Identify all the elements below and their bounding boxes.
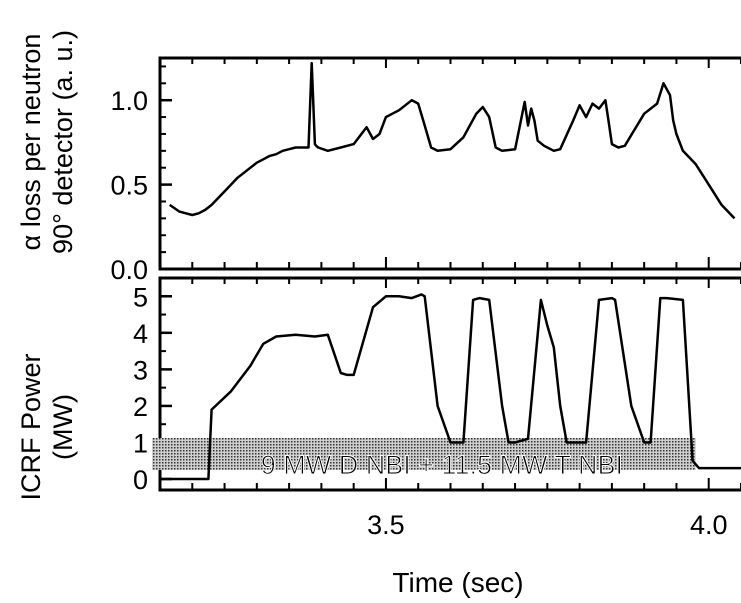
plot-frames — [158, 56, 741, 492]
bottom-ylabel-line2: (MW) — [48, 394, 78, 460]
x-tick-label: 3.5 — [367, 510, 405, 540]
nbi-annotation-group: 9 MW D NBI + 11.5 MW T NBI — [152, 438, 696, 481]
axis-ticks — [159, 58, 741, 490]
bottom-y-tick-label: 4 — [133, 319, 148, 349]
top-y-tick-label: 0.5 — [110, 171, 148, 201]
top-ylabel-line2: 90° detector (a. u.) — [48, 30, 78, 254]
top-series-line — [168, 61, 736, 220]
bottom-y-tick-label: 5 — [133, 282, 148, 312]
bottom-y-tick-label: 3 — [133, 355, 148, 385]
series-lines — [160, 61, 741, 481]
x-tick-label: 4.0 — [690, 510, 728, 540]
bottom-y-tick-label: 0 — [133, 465, 148, 495]
x-axis-label: Time (sec) — [392, 567, 523, 598]
top-panel-frame — [158, 56, 741, 271]
bottom-y-tick-label: 1 — [133, 428, 148, 458]
bottom-series-line — [160, 293, 741, 481]
top-y-tick-label: 1.0 — [110, 86, 148, 116]
bottom-y-tick-label: 2 — [133, 392, 148, 422]
bottom-ylabel-line1: ICRF Power — [16, 353, 46, 500]
nbi-annotation: 9 MW D NBI + 11.5 MW T NBI — [261, 450, 623, 480]
tick-labels: 0.0 0.5 1.0 0 1 2 3 4 5 3.5 4.0 — [110, 86, 727, 540]
top-y-tick-label: 0.0 — [110, 255, 148, 285]
top-ylabel-line1: α loss per neutron — [16, 34, 46, 251]
nbi-shaded-band — [152, 438, 696, 470]
